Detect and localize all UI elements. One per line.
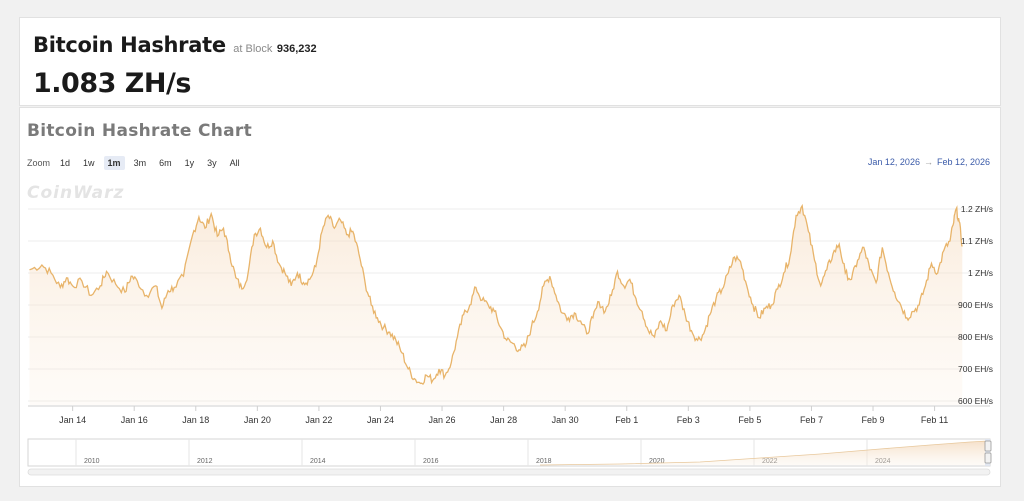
zoom-3m-button[interactable]: 3m [133,158,147,168]
hashrate-chart: CoinWarz Jan 14 Jan 16 Jan 18 Jan 20 Jan 22 J… [27,183,993,476]
navigator-year-label: 2010 [84,458,100,465]
range-arrow: → [923,157,933,167]
y-tick-label: 1 ZH/s [968,268,993,278]
x-tick-label: Jan 16 [121,415,148,425]
navigator-year-label: 2020 [649,458,665,465]
navigator-right-handle[interactable] [984,452,992,464]
navigator-area [540,441,988,465]
zoom-1d-button[interactable]: 1d [60,158,71,168]
x-tick-label: Feb 3 [677,415,700,425]
navigator[interactable]: 20102012201420162018202020222024 [27,438,992,467]
series-line [29,203,963,386]
x-tick-label: Jan 18 [182,415,209,425]
navigator-year-label: 2012 [197,458,213,465]
x-tick-label: Jan 24 [367,415,394,425]
navigator-year-label: 2018 [536,458,552,465]
x-tick-label: Feb 5 [738,415,761,425]
y-tick-label: 1.1 ZH/s [961,236,993,246]
y-tick-label: 800 EH/s [958,332,993,342]
x-tick-label: Feb 7 [800,415,823,425]
x-tick-label: Jan 26 [429,415,456,425]
navigator-year-label: 2014 [310,458,326,465]
x-axis-ticks: Jan 14 Jan 16 Jan 18 Jan 20 Jan 22 Jan 24 Jan … [59,406,948,425]
zoom-3y-button[interactable]: 3y [207,158,217,168]
zoom-1w-button[interactable]: 1w [83,158,95,168]
x-tick-label: Jan 20 [244,415,271,425]
navigator-year-label: 2016 [423,458,439,465]
zoom-label: Zoom [27,158,51,168]
series-area [29,205,963,405]
y-axis-ticks: 600 EH/s 700 EH/s 800 EH/s 900 EH/s 1 ZH/s 1.… [958,204,993,406]
zoom-6m-button[interactable]: 6m [159,158,172,168]
y-tick-label: 600 EH/s [958,396,993,406]
navigator-selection[interactable] [985,439,990,466]
x-tick-label: Jan 28 [490,415,517,425]
zoom-1m-button[interactable]: 1m [103,156,125,170]
header-card: Bitcoin Hashrate at Block 936,232 1.083 … [19,17,1001,106]
chart-title: Bitcoin Hashrate Chart [27,121,253,141]
date-range: Jan 12, 2026 → Feb 12, 2026 [868,157,990,167]
navigator-line [539,440,989,466]
chart-card: Bitcoin Hashrate Chart Zoom 1d 1w 1m 3m … [19,107,1001,487]
navigator-left-handle[interactable] [984,440,992,452]
y-tick-label: 900 EH/s [958,300,993,310]
zoom-bar: Zoom 1d 1w 1m 3m 6m 1y 3y All [27,156,249,170]
range-to[interactable]: Feb 12, 2026 [936,157,990,167]
x-tick-label: Jan 22 [305,415,332,425]
navigator-scrollbar[interactable] [27,468,991,476]
y-tick-label: 1.2 ZH/s [961,204,993,214]
title-row: Bitcoin Hashrate at Block 936,232 [33,33,317,57]
x-tick-label: Feb 1 [615,415,638,425]
x-tick-label: Jan 30 [552,415,579,425]
y-tick-label: 700 EH/s [958,364,993,374]
zoom-all-button[interactable]: All [229,158,240,168]
x-tick-label: Feb 9 [862,415,885,425]
watermark-logo: CoinWarz [27,183,124,203]
page-title: Bitcoin Hashrate [33,33,226,57]
block-number: 936,232 [276,43,317,55]
range-from[interactable]: Jan 12, 2026 [867,157,920,167]
current-hashrate: 1.083 ZH/s [33,68,191,99]
x-tick-label: Jan 14 [59,415,86,425]
block-prefix: at Block [233,43,273,55]
x-tick-label: Feb 11 [921,415,948,425]
zoom-1y-button[interactable]: 1y [184,158,195,168]
